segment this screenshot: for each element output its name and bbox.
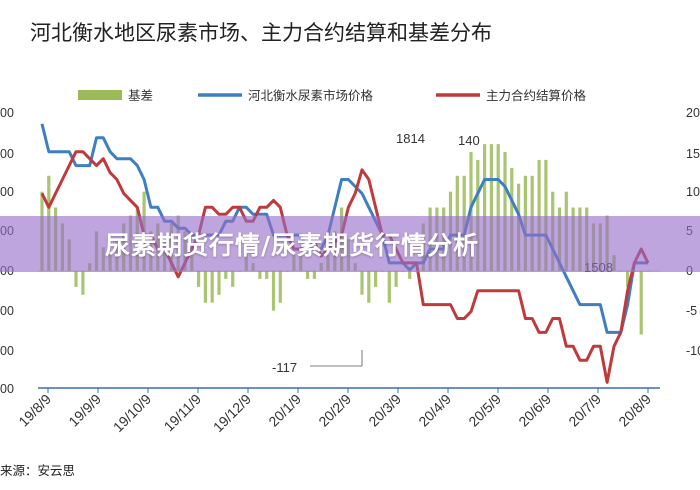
basis-bar [374,271,378,287]
x-axis-ticks: 19/8/9 19/9/9 19/10/9 19/11/9 19/12/9 20/1/9 2… [15,388,654,435]
basis-bar [544,159,548,271]
x-axis-tick-label: 19/9/9 [65,391,104,430]
x-axis-tick-label: 20/3/9 [365,391,404,430]
x-axis-tick-label: 20/5/9 [465,391,504,430]
basis-bar [217,271,221,295]
banner-title: 尿素期货行情/尿素期货行情分析 [105,231,480,260]
legend-swatch-basis [78,90,122,100]
x-axis-tick-label: 20/8/9 [615,391,654,430]
right-axis-tick: 10 [686,185,700,199]
basis-bar [367,271,371,303]
left-axis-tick: 00 [0,106,14,120]
overlay-banner: 尿素期货行情/尿素期货行情分析 [0,216,700,272]
basis-bar [197,271,201,287]
basis-bar [231,271,235,287]
right-axis-tick: 15 [686,147,700,161]
left-axis-tick: 00 [0,185,14,199]
left-axis-tick: 00 [0,304,14,318]
basis-bar [408,271,412,279]
x-axis-tick-label: 20/2/9 [315,391,354,430]
basis-bar [483,144,487,271]
chart-title: 河北衡水地区尿素市场、主力合约结算和基差分布 [30,21,492,45]
annotation-futures-peak: 1814 [396,131,425,146]
basis-bar [258,271,262,279]
x-axis-tick-label: 20/7/9 [565,391,604,430]
annotation-basis-low: -117 [272,360,297,375]
basis-bar [265,271,269,279]
source-note: 来源：安云思 [0,463,75,478]
x-axis-tick-label: 20/1/9 [265,391,304,430]
basis-bar [503,152,507,271]
basis-bar [639,271,643,335]
legend: 基差 河北衡水尿素市场价格 主力合约结算价格 [78,88,587,103]
x-axis-tick-label: 20/6/9 [515,391,554,430]
basis-bar [312,271,316,279]
left-axis-tick: 00 [0,344,14,358]
basis-bar [74,271,78,287]
right-axis-tick: 20 [686,106,700,120]
x-axis-tick-label: 19/11/9 [161,391,205,435]
right-axis-tick: -5 [686,304,697,318]
basis-bar [489,144,493,271]
basis-bar [210,271,214,303]
legend-label-basis: 基差 [128,88,153,103]
basis-bar [626,271,630,287]
annotation-basis-peak: 140 [458,133,480,148]
x-axis-tick-label: 20/4/9 [415,391,454,430]
basis-bar [203,271,207,303]
basis-bar [476,159,480,271]
legend-label-futures: 主力合约结算价格 [486,88,587,103]
x-axis-tick-label: 19/12/9 [210,391,254,435]
basis-bar [306,271,310,279]
basis-bar [81,271,85,295]
basis-bar [224,271,228,279]
basis-bar [360,271,364,295]
basis-bar [496,144,500,271]
legend-label-spot: 河北衡水尿素市场价格 [248,88,374,103]
x-axis-tick-label: 19/10/9 [110,391,154,435]
left-axis-tick: 00 [0,147,14,161]
basis-bar [537,159,541,271]
basis-bar [387,271,391,303]
basis-bar [271,271,276,311]
left-axis-tick: 00 [0,382,14,396]
x-axis-tick-label: 19/8/9 [15,391,54,430]
basis-bar [278,271,282,303]
basis-bar [394,271,398,287]
right-axis-tick: -10 [686,344,700,358]
